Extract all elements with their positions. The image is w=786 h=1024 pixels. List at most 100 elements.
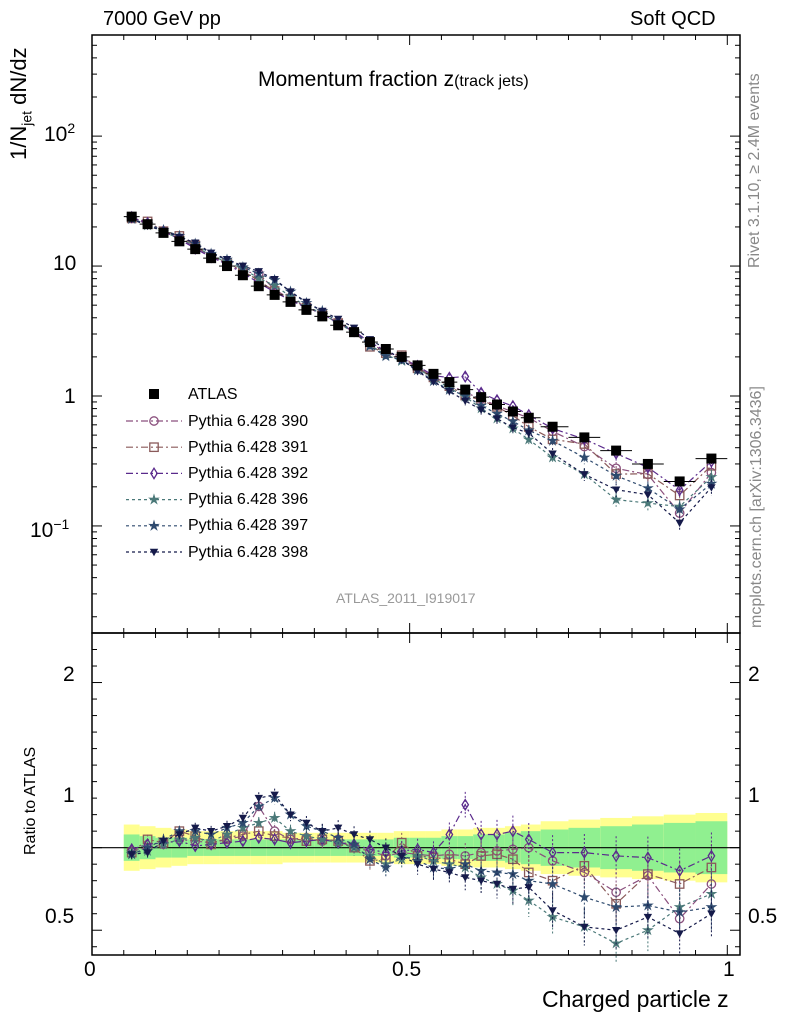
ratio-marker	[546, 877, 559, 890]
ratio-marker	[205, 834, 218, 847]
ratio-marker	[270, 791, 279, 800]
legend-label-392: Pythia 6.428 392	[188, 465, 309, 482]
main-marker	[610, 493, 623, 505]
xtick-0.5: 0.5	[392, 958, 422, 981]
main-marker	[286, 288, 295, 296]
ratio-marker	[493, 828, 501, 841]
main-marker	[641, 482, 654, 494]
ratio-marker	[302, 819, 311, 828]
main-marker	[610, 469, 623, 481]
ratio-marker	[252, 800, 265, 812]
ratio-marker	[318, 827, 327, 836]
main-series-line	[131, 218, 712, 524]
ytick-ratio-2-left: 2	[63, 663, 75, 686]
ratio-marker	[191, 824, 200, 833]
ratio-marker	[579, 860, 590, 871]
ratio-marker	[578, 890, 591, 903]
ratio-marker	[476, 877, 486, 885]
energy-label: 7000 GeV pp	[103, 8, 221, 30]
main-marker	[546, 434, 559, 446]
ratio-marker	[477, 828, 486, 841]
ratio-marker	[270, 832, 279, 846]
main-marker	[238, 262, 248, 271]
ratio-marker	[189, 831, 202, 843]
ratio-marker	[445, 828, 454, 841]
ratio-marker	[548, 846, 557, 860]
ratio-marker	[364, 852, 376, 865]
atlas-data-point	[674, 476, 685, 487]
ratio-marker	[159, 837, 168, 846]
ytick-ratio-1-left: 1	[63, 784, 75, 807]
ratio-marker	[175, 831, 184, 839]
ratio-marker	[268, 811, 281, 824]
atlas-data-point	[523, 412, 534, 423]
ratio-marker	[284, 824, 297, 837]
ytick-main-100: 102	[44, 120, 76, 146]
atlas-data-point	[428, 368, 439, 379]
ratio-marker	[707, 910, 716, 918]
ratio-marker	[236, 821, 249, 833]
ratio-series-5	[127, 788, 716, 956]
main-marker	[461, 397, 470, 406]
ratio-marker	[269, 831, 280, 841]
ratio-panel-frame	[91, 632, 741, 956]
ratio-marker	[381, 844, 391, 852]
ratio-marker	[316, 833, 329, 845]
ratio-marker	[191, 839, 200, 853]
atlas-data-point	[492, 399, 502, 410]
analysis-id: ATLAS_2011_I919017	[336, 590, 476, 606]
atlas-data-point	[285, 296, 296, 307]
legend-label-atlas: ATLAS	[188, 386, 238, 403]
ratio-marker	[707, 849, 716, 863]
atlas-data-point	[158, 227, 169, 238]
legend-marker-atlas	[149, 389, 159, 399]
ytick-ratio-0.5-right: 0.5	[748, 905, 778, 928]
ratio-series-line	[131, 803, 712, 872]
ratio-marker	[413, 860, 422, 869]
ratio-marker	[643, 913, 653, 922]
xtick-1: 1	[723, 958, 735, 981]
main-marker	[252, 272, 265, 284]
ratio-marker	[610, 900, 623, 913]
ratio-marker	[236, 816, 249, 828]
atlas-data-point	[396, 351, 407, 362]
ratio-marker	[675, 930, 684, 938]
ratio-marker	[461, 874, 470, 882]
mcplots-label: mcplots.cern.ch [arXiv:1306.3436]	[748, 386, 765, 628]
main-marker	[302, 298, 311, 307]
ratio-marker	[223, 836, 231, 850]
atlas-data-point	[237, 270, 248, 281]
ratio-marker	[143, 849, 152, 857]
atlas-data-point	[126, 211, 137, 222]
atlas-data-point	[444, 377, 455, 388]
ratio-marker	[286, 811, 295, 819]
main-marker	[254, 268, 263, 276]
ratio-series-line	[131, 794, 712, 935]
ratio-y-axis-title: Ratio to ATLAS	[22, 746, 39, 855]
ratio-marker	[524, 884, 533, 892]
main-marker	[461, 370, 470, 384]
ratio-marker	[429, 865, 438, 874]
main-marker	[707, 484, 716, 492]
main-marker	[268, 279, 281, 291]
ratio-marker	[508, 824, 517, 838]
legend-marker	[149, 442, 159, 453]
ratio-marker	[348, 838, 360, 850]
atlas-data-point	[611, 445, 622, 456]
ratio-marker	[254, 831, 263, 845]
ratio-marker	[300, 829, 313, 842]
rivet-label: Rivet 3.1.10, ≥ 2.4M events	[746, 73, 763, 268]
ratio-marker	[445, 869, 454, 877]
ytick-ratio-2-right: 2	[748, 663, 760, 686]
ratio-marker	[379, 861, 392, 873]
ratio-marker	[222, 823, 232, 831]
ratio-series-line	[131, 797, 712, 913]
y-axis-subscript: jet	[18, 110, 35, 126]
legend	[126, 389, 182, 557]
legend-label-398: Pythia 6.428 398	[188, 544, 309, 561]
ytick-main-1: 1	[64, 385, 76, 408]
atlas-data-series	[123, 211, 728, 487]
ratio-marker	[675, 864, 684, 878]
main-marker	[379, 349, 392, 362]
ratio-marker	[286, 836, 295, 850]
